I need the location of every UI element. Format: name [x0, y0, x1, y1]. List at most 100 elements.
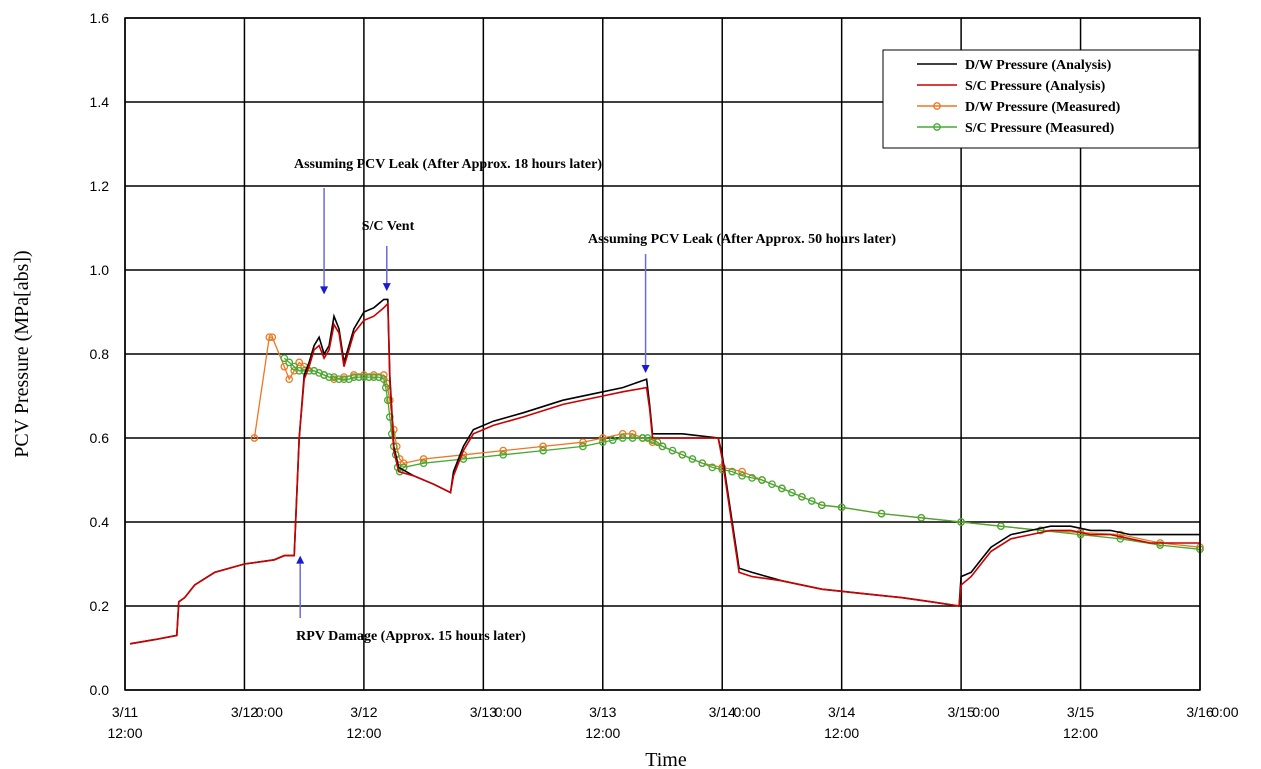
- data-point: [688, 455, 697, 463]
- data-point: [768, 480, 776, 489]
- x-axis-title: Time: [645, 749, 687, 769]
- data-point: [658, 442, 667, 451]
- data-point: [1116, 534, 1125, 543]
- data-point: [579, 442, 587, 451]
- data-point: [997, 522, 1005, 531]
- data-point: [385, 413, 394, 421]
- series-group: [129, 298, 1204, 645]
- data-point: [350, 373, 358, 381]
- data-point: [539, 446, 547, 455]
- x-tick-label: 3/15: [1067, 704, 1094, 720]
- data-point: [290, 366, 299, 375]
- x-tick-label: 3/13: [589, 704, 616, 720]
- data-point: [708, 463, 717, 472]
- data-point: [668, 446, 677, 455]
- data-point: [1036, 526, 1045, 535]
- arrow-sc-vent-head: [382, 283, 391, 292]
- data-point: [817, 501, 826, 510]
- y-tick-label: 0.6: [90, 430, 110, 446]
- data-point: [325, 373, 333, 381]
- data-point: [678, 450, 687, 459]
- data-point: [379, 375, 388, 384]
- x-tick-label: 0:00: [733, 704, 760, 720]
- x-tick-label: 3/16: [1186, 704, 1213, 720]
- annotations: Assuming PCV Leak (After Approx. 18 hour…: [294, 157, 896, 644]
- x-tick-label: 3/14: [828, 704, 855, 720]
- legend-item: D/W Pressure (Measured): [917, 100, 1121, 115]
- plot-frame: [124, 17, 1201, 691]
- y-tick-label: 0.0: [90, 682, 110, 698]
- annotation-sc-vent: S/C Vent: [362, 219, 415, 234]
- data-point: [778, 484, 786, 493]
- data-point: [265, 333, 274, 342]
- x-tick-label-time: 12:00: [1063, 725, 1098, 741]
- series-line: [283, 357, 1201, 550]
- data-point: [1156, 541, 1165, 549]
- y-tick-label: 1.2: [90, 178, 110, 194]
- data-point: [355, 373, 363, 381]
- x-tick-label-time: 12:00: [346, 725, 381, 741]
- legend-swatch-marker: [933, 102, 941, 110]
- data-point: [718, 465, 727, 474]
- data-point: [579, 438, 587, 447]
- data-point: [499, 446, 508, 455]
- legend-swatch-marker: [933, 123, 941, 131]
- tick-labels: 0.0 0.2 0.4 0.6 0.8 1.0 1.2 1.4 1.6 3/11 12:00 3/12…: [90, 10, 1239, 741]
- x-tick-label: 0:00: [972, 704, 999, 720]
- data-point: [539, 442, 547, 451]
- data-point: [728, 467, 737, 476]
- data-point: [387, 429, 396, 438]
- data-point: [419, 455, 428, 463]
- legend-item: D/W Pressure (Analysis): [917, 58, 1112, 73]
- data-point: [369, 373, 378, 381]
- y-axis-title: PCV Pressure (MPa[abs]): [11, 250, 33, 457]
- series-s-c-pressure-analysis: [129, 301, 1200, 645]
- y-tick-label: 0.4: [90, 514, 110, 530]
- data-point: [653, 438, 662, 447]
- data-point: [280, 362, 289, 371]
- x-tick-label: 3/12: [231, 704, 258, 720]
- x-tick-label: 0:00: [1211, 704, 1238, 720]
- data-point: [748, 474, 756, 482]
- data-point: [638, 434, 647, 442]
- legend-label: D/W Pressure (Measured): [965, 100, 1121, 115]
- data-point: [335, 375, 343, 384]
- y-tick-label: 1.6: [90, 10, 110, 26]
- series-line: [129, 301, 1200, 645]
- legend-item: S/C Pressure (Measured): [917, 121, 1115, 136]
- data-point: [419, 459, 428, 468]
- x-tick-label: 3/11: [112, 704, 138, 720]
- data-point: [877, 509, 886, 518]
- legend-label: S/C Pressure (Analysis): [965, 79, 1106, 94]
- data-point: [618, 434, 627, 442]
- x-tick-label: 3/14: [709, 704, 736, 720]
- data-point: [381, 383, 390, 392]
- data-point: [807, 497, 816, 505]
- arrow-pcv-leak-18h-head: [320, 286, 329, 295]
- legend-item: S/C Pressure (Analysis): [917, 79, 1106, 94]
- x-tick-label: 0:00: [256, 704, 283, 720]
- x-tick-label: 3/12: [350, 704, 377, 720]
- data-point: [598, 438, 607, 447]
- legend: D/W Pressure (Analysis) S/C Pressure (Ana…: [882, 49, 1200, 149]
- data-point: [360, 373, 368, 381]
- data-point: [1076, 530, 1085, 539]
- data-point: [285, 358, 294, 367]
- data-point: [280, 354, 289, 363]
- x-tick-label: 3/13: [470, 704, 497, 720]
- data-point: [628, 434, 637, 442]
- data-point: [628, 429, 637, 438]
- y-tick-label: 1.4: [90, 94, 110, 110]
- data-point: [399, 459, 408, 468]
- legend-box: [882, 49, 1200, 149]
- data-point: [250, 434, 259, 442]
- x-tick-label-time: 12:00: [824, 725, 859, 741]
- data-point: [738, 471, 746, 480]
- arrow-pcv-leak-50h-head: [641, 365, 650, 373]
- data-point: [788, 488, 796, 497]
- data-point: [268, 333, 277, 342]
- data-point: [608, 436, 617, 444]
- data-point: [499, 450, 508, 459]
- data-point: [295, 366, 304, 375]
